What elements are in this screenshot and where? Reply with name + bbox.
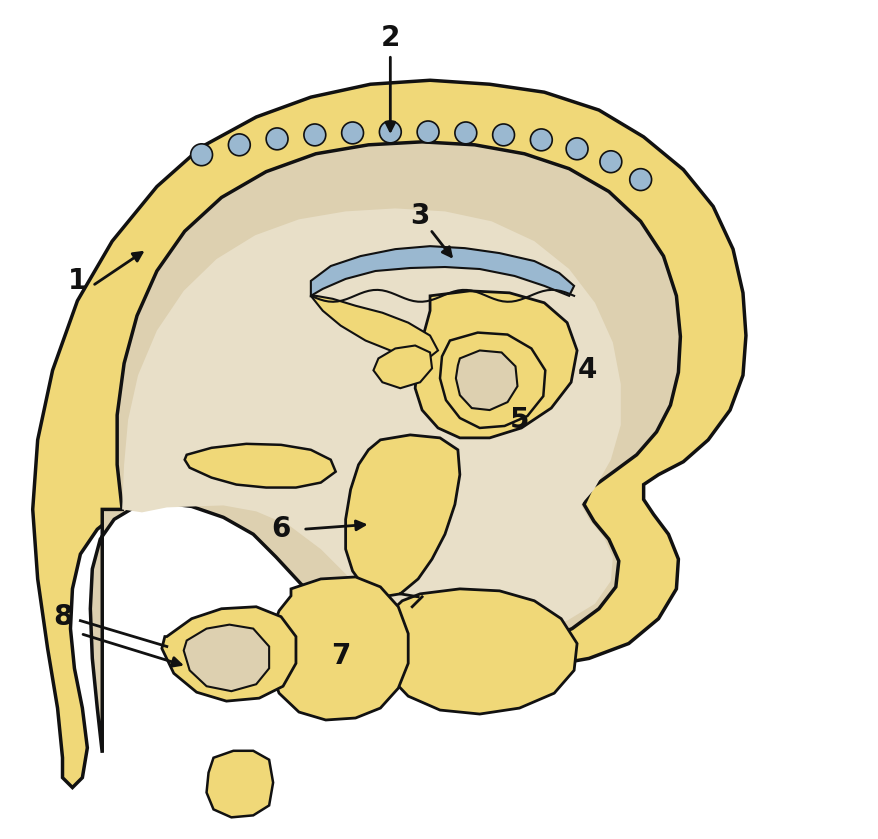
Circle shape <box>228 134 250 156</box>
Polygon shape <box>378 589 577 714</box>
Polygon shape <box>373 346 432 388</box>
Text: 4: 4 <box>577 357 596 384</box>
Text: 8: 8 <box>53 602 72 631</box>
Circle shape <box>629 169 651 190</box>
Polygon shape <box>345 435 459 597</box>
Polygon shape <box>269 577 407 720</box>
Circle shape <box>455 122 476 143</box>
Circle shape <box>529 129 551 151</box>
Text: 5: 5 <box>509 406 529 434</box>
Circle shape <box>417 121 438 143</box>
Polygon shape <box>90 142 680 753</box>
Text: 2: 2 <box>380 23 399 51</box>
Text: 7: 7 <box>331 643 350 670</box>
Polygon shape <box>122 208 620 637</box>
Circle shape <box>565 138 587 159</box>
Polygon shape <box>184 444 335 487</box>
Text: 6: 6 <box>271 515 291 544</box>
Circle shape <box>266 128 288 150</box>
Polygon shape <box>311 246 573 296</box>
Polygon shape <box>206 751 273 817</box>
Polygon shape <box>456 351 517 410</box>
Circle shape <box>191 143 212 165</box>
Circle shape <box>379 121 400 143</box>
Polygon shape <box>162 607 296 701</box>
Text: 1: 1 <box>68 267 87 295</box>
Polygon shape <box>32 81 745 788</box>
Polygon shape <box>311 296 437 358</box>
Circle shape <box>600 151 621 173</box>
Circle shape <box>342 122 363 143</box>
Polygon shape <box>414 291 577 438</box>
Circle shape <box>492 124 514 146</box>
Polygon shape <box>440 332 544 428</box>
Polygon shape <box>184 624 269 691</box>
Text: 3: 3 <box>410 202 429 231</box>
Circle shape <box>304 124 326 146</box>
